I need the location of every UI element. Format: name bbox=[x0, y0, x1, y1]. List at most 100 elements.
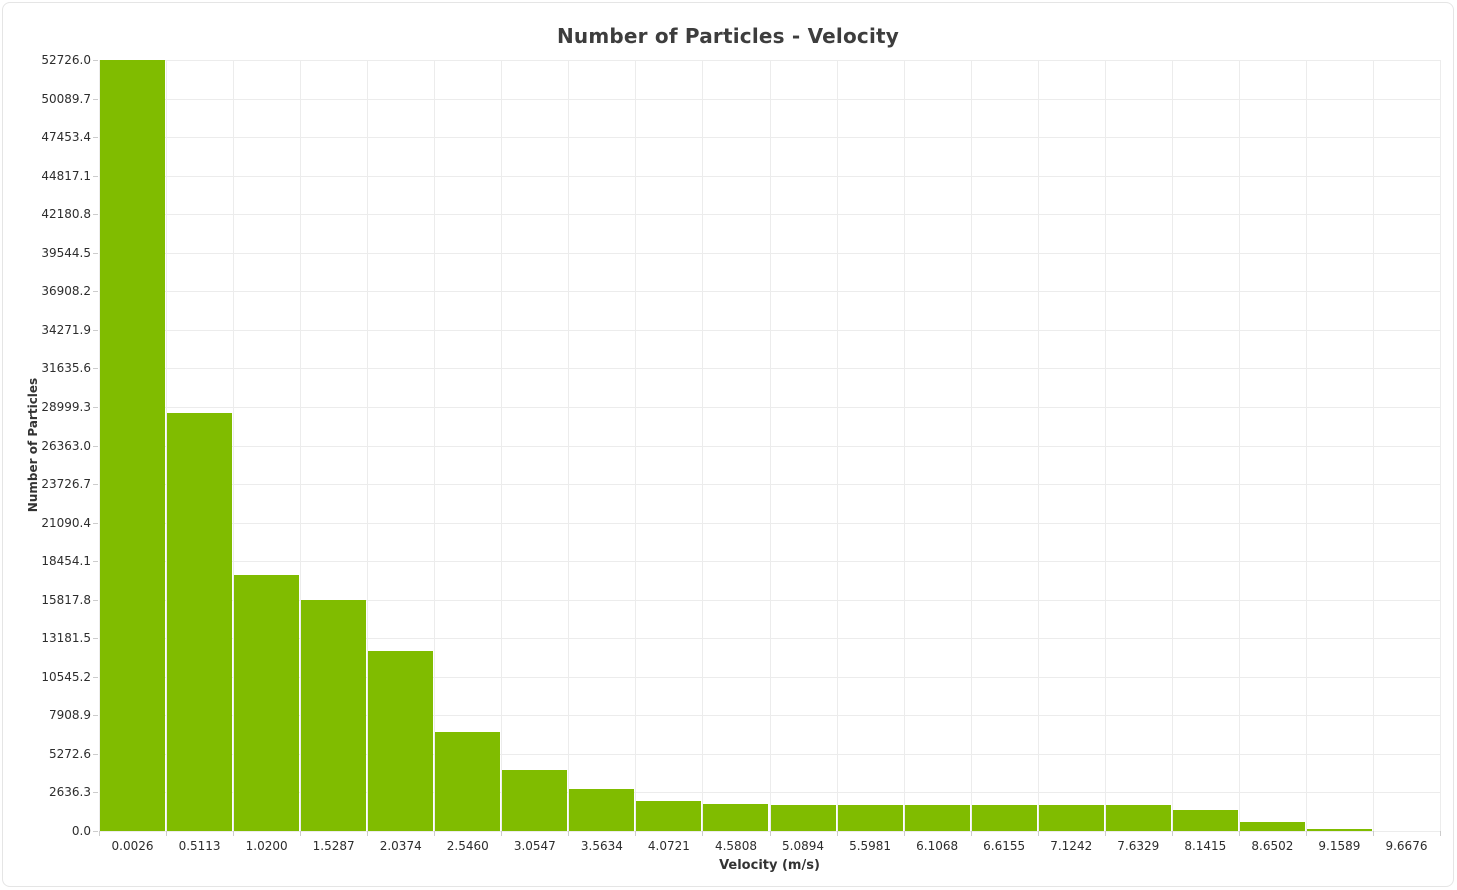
x-tick-label: 1.0200 bbox=[245, 839, 288, 853]
y-tick-label: 39544.5 bbox=[41, 245, 91, 260]
x-tick-mark bbox=[1305, 831, 1307, 836]
y-tick-label: 18454.1 bbox=[41, 554, 91, 569]
bar[interactable] bbox=[971, 804, 1037, 831]
y-tick-mark bbox=[93, 175, 98, 177]
bar[interactable] bbox=[502, 770, 568, 831]
vertical-gridline bbox=[166, 60, 168, 831]
y-tick-mark bbox=[93, 831, 98, 832]
x-tick-label: 7.1242 bbox=[1050, 839, 1093, 853]
bar[interactable] bbox=[167, 412, 233, 831]
vertical-gridline bbox=[1037, 60, 1039, 831]
x-tick-mark bbox=[769, 831, 771, 836]
x-tick-label: 8.6502 bbox=[1251, 839, 1294, 853]
x-tick-label: 2.5460 bbox=[446, 839, 489, 853]
x-tick-mark bbox=[1238, 831, 1240, 836]
y-tick-mark bbox=[93, 522, 98, 524]
x-tick-label: 8.1415 bbox=[1184, 839, 1227, 853]
x-tick-mark bbox=[166, 831, 168, 836]
bar[interactable] bbox=[435, 732, 501, 831]
y-tick-mark bbox=[93, 599, 98, 601]
x-tick-mark bbox=[1104, 831, 1106, 836]
y-tick-mark bbox=[93, 638, 98, 640]
bar[interactable] bbox=[1172, 809, 1238, 831]
y-tick-mark bbox=[93, 561, 98, 563]
x-tick-mark bbox=[1440, 831, 1441, 836]
y-tick-label: 26363.0 bbox=[41, 438, 91, 453]
bar[interactable] bbox=[368, 650, 434, 831]
y-tick-mark bbox=[93, 445, 98, 447]
bar[interactable] bbox=[1038, 804, 1104, 831]
vertical-gridline bbox=[501, 60, 503, 831]
vertical-gridline bbox=[1171, 60, 1173, 831]
x-tick-label: 3.5634 bbox=[580, 839, 623, 853]
bar[interactable] bbox=[569, 788, 635, 831]
vertical-gridline bbox=[1372, 60, 1374, 831]
y-tick-label: 47453.4 bbox=[41, 130, 91, 145]
y-tick-mark bbox=[93, 214, 98, 216]
vertical-gridline bbox=[1238, 60, 1240, 831]
x-tick-mark bbox=[99, 831, 100, 836]
y-tick-label: 42180.8 bbox=[41, 207, 91, 222]
bar[interactable] bbox=[904, 804, 970, 831]
y-tick-mark bbox=[93, 98, 98, 100]
vertical-gridline bbox=[702, 60, 704, 831]
vertical-gridline bbox=[903, 60, 905, 831]
vertical-gridline bbox=[233, 60, 235, 831]
vertical-gridline bbox=[836, 60, 838, 831]
x-tick-label: 2.0374 bbox=[379, 839, 422, 853]
vertical-gridline bbox=[568, 60, 570, 831]
x-tick-label: 5.0894 bbox=[782, 839, 825, 853]
bar[interactable] bbox=[703, 804, 769, 831]
x-tick-label: 4.5808 bbox=[714, 839, 757, 853]
vertical-gridline bbox=[1104, 60, 1106, 831]
x-tick-mark bbox=[635, 831, 637, 836]
x-tick-mark bbox=[1037, 831, 1039, 836]
x-tick-mark bbox=[568, 831, 570, 836]
bar[interactable] bbox=[100, 60, 166, 831]
x-tick-mark bbox=[970, 831, 972, 836]
y-tick-label: 52726.0 bbox=[41, 53, 91, 67]
x-tick-mark bbox=[367, 831, 369, 836]
bar[interactable] bbox=[1239, 821, 1305, 831]
y-tick-label: 44817.1 bbox=[41, 168, 91, 183]
y-tick-mark bbox=[93, 676, 98, 678]
chart-title: Number of Particles - Velocity bbox=[556, 24, 900, 48]
bar[interactable] bbox=[301, 599, 367, 831]
bar[interactable] bbox=[770, 804, 836, 831]
x-axis-title: Velocity (m/s) bbox=[719, 858, 820, 873]
y-tick-label: 7908.9 bbox=[49, 708, 91, 723]
y-tick-label: 0.0 bbox=[71, 824, 91, 838]
y-tick-mark bbox=[93, 368, 98, 370]
x-tick-mark bbox=[300, 831, 302, 836]
vertical-gridline bbox=[970, 60, 972, 831]
y-tick-label: 5272.6 bbox=[49, 746, 91, 761]
bar[interactable] bbox=[234, 574, 300, 831]
vertical-gridline bbox=[99, 60, 100, 831]
y-tick-label: 13181.5 bbox=[41, 631, 91, 646]
y-tick-mark bbox=[93, 792, 98, 794]
y-tick-mark bbox=[93, 715, 98, 717]
x-tick-label: 9.6676 bbox=[1385, 839, 1428, 853]
x-tick-label: 0.0026 bbox=[111, 839, 154, 853]
x-tick-label: 0.5113 bbox=[178, 839, 221, 853]
y-tick-label: 23726.7 bbox=[41, 477, 91, 492]
bar[interactable] bbox=[837, 804, 903, 831]
x-tick-mark bbox=[233, 831, 235, 836]
plot-area bbox=[99, 60, 1441, 832]
x-tick-mark bbox=[702, 831, 704, 836]
vertical-gridline bbox=[367, 60, 369, 831]
vertical-gridline bbox=[1440, 60, 1441, 831]
y-tick-label: 15817.8 bbox=[41, 592, 91, 607]
x-tick-label: 4.0721 bbox=[647, 839, 690, 853]
y-tick-label: 28999.3 bbox=[41, 399, 91, 414]
x-tick-label: 7.6329 bbox=[1117, 839, 1160, 853]
bar[interactable] bbox=[1105, 804, 1171, 831]
bar[interactable] bbox=[636, 801, 702, 831]
y-tick-mark bbox=[93, 252, 98, 254]
y-tick-mark bbox=[93, 484, 98, 486]
x-tick-label: 6.1068 bbox=[916, 839, 959, 853]
vertical-gridline bbox=[434, 60, 436, 831]
bar[interactable] bbox=[1306, 828, 1372, 831]
x-tick-label: 5.5981 bbox=[849, 839, 892, 853]
